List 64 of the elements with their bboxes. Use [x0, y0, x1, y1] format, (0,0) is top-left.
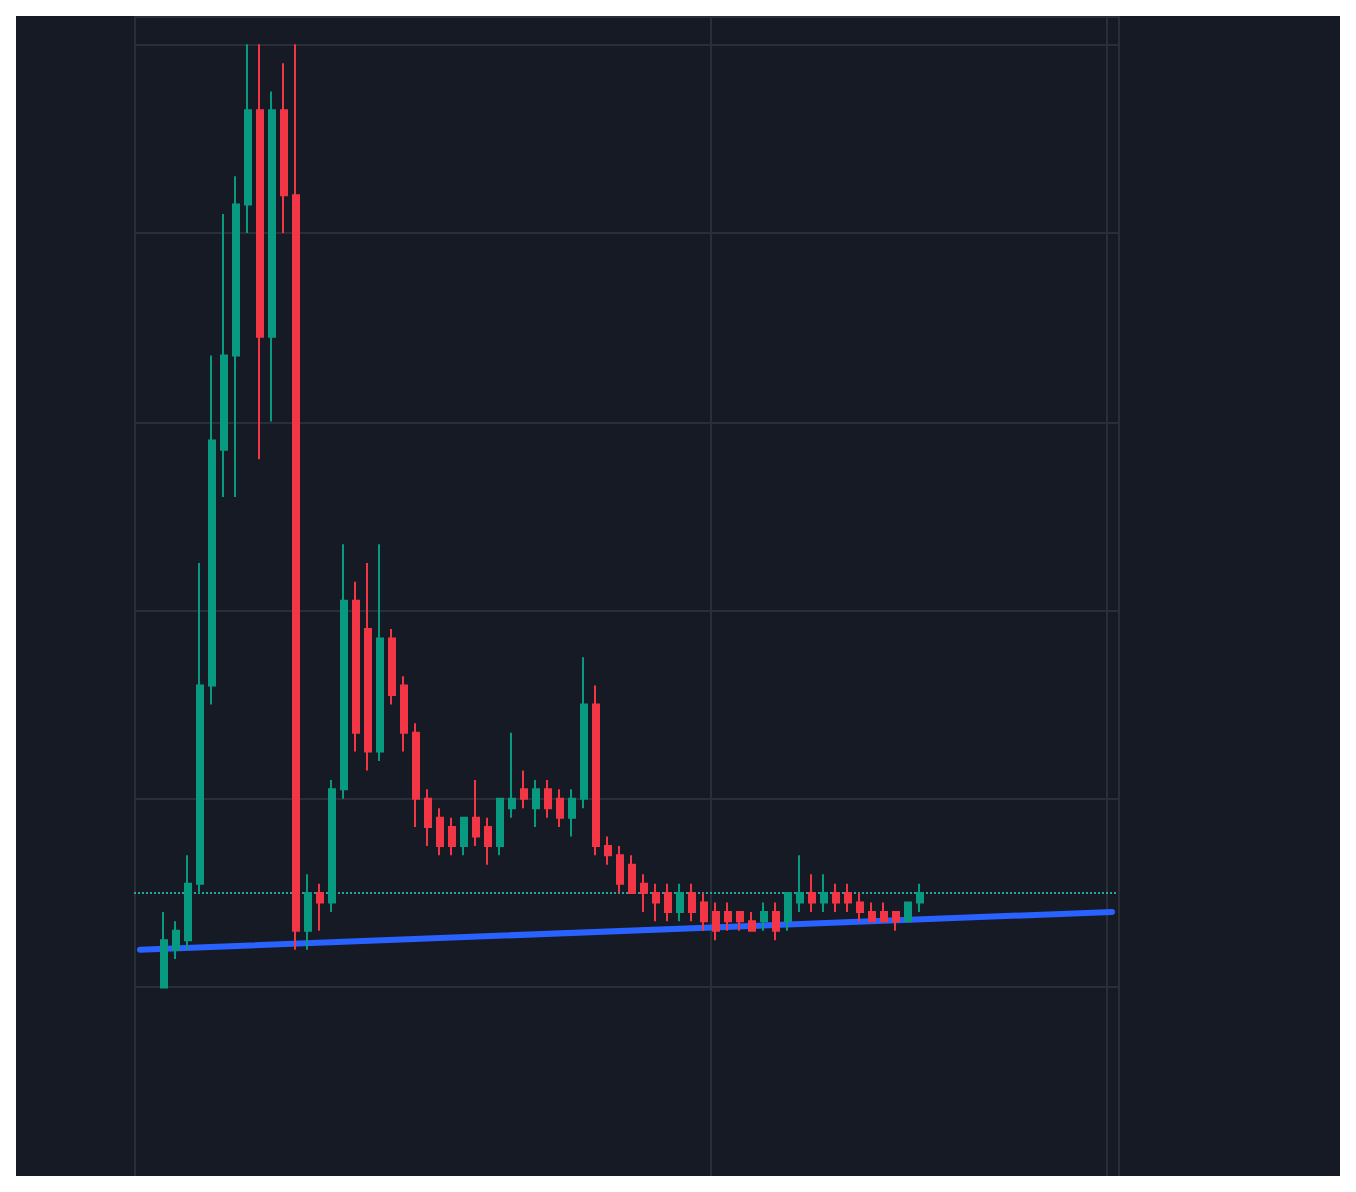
candlestick	[664, 882, 672, 923]
candlestick	[880, 901, 888, 923]
candlestick	[628, 854, 636, 895]
candlestick	[784, 892, 792, 932]
candlestick	[364, 561, 372, 772]
candlestick	[232, 175, 240, 498]
candlestick	[820, 873, 828, 913]
candlestick	[532, 778, 540, 829]
candlestick	[892, 910, 900, 932]
candlestick	[844, 882, 852, 913]
candlestick	[604, 835, 612, 866]
candlestick	[580, 656, 588, 810]
candlestick	[736, 910, 744, 932]
candlestick	[184, 854, 192, 951]
candlestick	[868, 901, 876, 923]
candlestick	[376, 543, 384, 763]
candlestick	[916, 882, 924, 913]
candlestick	[340, 543, 348, 800]
candlestick	[448, 816, 456, 857]
candlestick	[592, 684, 600, 857]
candlestick	[244, 43, 252, 234]
candlestick	[640, 873, 648, 913]
candlestick	[796, 854, 804, 913]
candlestick	[400, 675, 408, 753]
candlestick	[256, 43, 264, 461]
candlestick	[808, 873, 816, 913]
candlestick	[760, 901, 768, 932]
candlestick	[508, 731, 516, 819]
candlestick	[712, 901, 720, 942]
candlestick	[520, 769, 528, 810]
candlestick	[316, 882, 324, 932]
candlestick	[700, 892, 708, 932]
candlestick	[220, 213, 228, 498]
candlestick	[436, 807, 444, 857]
candlestick	[472, 778, 480, 847]
candlestick	[484, 816, 492, 866]
candlestick	[280, 62, 288, 234]
candlestick	[568, 788, 576, 838]
candlestick	[196, 561, 204, 895]
candlestick	[412, 722, 420, 829]
candlestick	[160, 910, 168, 989]
candlestick	[268, 90, 276, 423]
candlestick	[388, 628, 396, 706]
candlestick	[460, 816, 468, 857]
candlestick	[328, 778, 336, 913]
candlestick	[304, 873, 312, 951]
candlestick	[652, 882, 660, 923]
candlestick	[616, 844, 624, 895]
candlestick	[676, 882, 684, 923]
candlestick	[772, 901, 780, 942]
candlestick	[172, 920, 180, 961]
candlestick	[556, 788, 564, 829]
candlestick	[688, 882, 696, 923]
candlestick	[856, 892, 864, 923]
candlestick	[292, 43, 300, 951]
candlestick	[424, 788, 432, 847]
candlestick	[748, 910, 756, 932]
candlestick	[904, 901, 912, 923]
candlestick	[496, 797, 504, 857]
candlestick	[832, 882, 840, 913]
candlestick	[724, 901, 732, 932]
candlestick	[352, 580, 360, 753]
candlestick	[208, 354, 216, 706]
candlestick	[544, 778, 552, 819]
